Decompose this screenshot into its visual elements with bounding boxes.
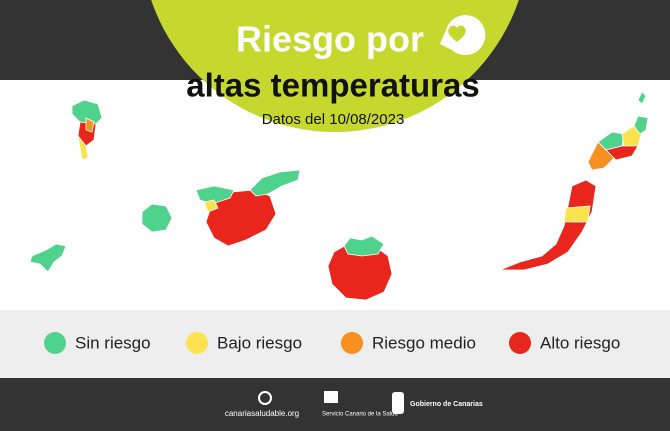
footer — [0, 378, 670, 431]
legend-label: Sin riesgo — [75, 333, 151, 352]
legend-label: Alto riesgo — [540, 333, 620, 352]
legend-swatch — [341, 332, 363, 354]
island-area — [499, 179, 597, 271]
legend-swatch — [509, 332, 531, 354]
logo-text: canariasaludable.org — [225, 409, 299, 418]
island-area — [633, 115, 649, 135]
island-area — [77, 134, 89, 161]
island-area — [205, 189, 277, 247]
title: altas temperaturas — [186, 67, 479, 104]
island-area — [195, 185, 235, 205]
logo-text: Gobierno de Canarias — [410, 401, 483, 408]
subtitle: Datos del 10/08/2023 — [262, 111, 405, 128]
logo-text: Servicio Canario de la Salud — [322, 412, 398, 418]
island-area — [141, 203, 173, 233]
legend-label: Bajo riesgo — [217, 333, 302, 352]
map — [29, 91, 649, 301]
island-area — [605, 145, 639, 161]
island-area — [29, 243, 67, 273]
logo-icon — [324, 391, 338, 403]
island-area — [249, 169, 301, 197]
title-circle — [151, 0, 519, 132]
logo-icon — [258, 391, 272, 405]
island-area — [203, 199, 219, 213]
island-area — [563, 205, 591, 223]
legend-band — [0, 310, 670, 378]
island-area — [343, 235, 385, 257]
island-area — [621, 125, 643, 147]
legend-swatch — [44, 332, 66, 354]
island-area — [85, 117, 95, 133]
heart-icon — [440, 15, 486, 56]
legend: Sin riesgo Bajo riesgo Riesgo medio Alto ri… — [44, 332, 620, 354]
legend-label: Riesgo medio — [372, 333, 476, 352]
island-area — [637, 91, 647, 105]
logo-icon — [392, 392, 404, 414]
legend-swatch — [186, 332, 208, 354]
title: Riesgo por — [236, 19, 424, 60]
island-area — [71, 99, 103, 125]
